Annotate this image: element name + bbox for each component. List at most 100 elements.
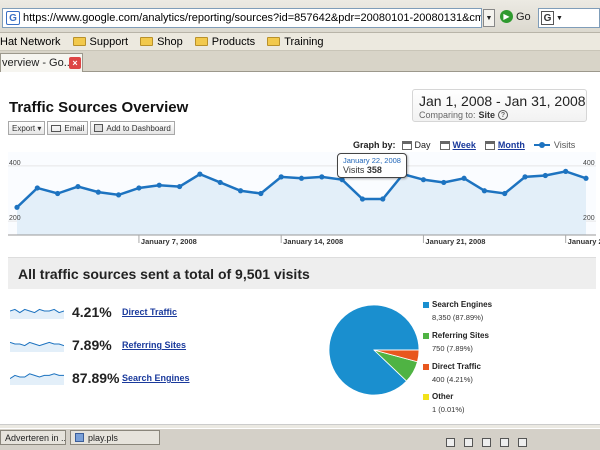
- media-file-icon: [75, 433, 84, 442]
- add-to-dashboard-button[interactable]: Add to Dashboard: [90, 121, 175, 135]
- tab-strip: verview - Go... ×: [0, 51, 600, 72]
- tooltip-date: January 22, 2008: [343, 156, 401, 165]
- sparkline-line: [10, 308, 64, 314]
- data-point: [34, 185, 40, 191]
- legend-value: 400 (4.21%): [432, 375, 473, 384]
- legend-name: Other: [432, 392, 454, 401]
- source-pct: 4.21%: [72, 304, 112, 320]
- horizontal-scrollbar[interactable]: [0, 424, 600, 428]
- sparkline-line: [10, 373, 64, 380]
- search-engine-box[interactable]: G ▼: [538, 8, 600, 28]
- address-dropdown-button[interactable]: ▼: [483, 9, 495, 27]
- legend-value: 1 (0.01%): [432, 405, 465, 414]
- bookmark-label: Support: [89, 35, 129, 48]
- tooltip-number: 358: [366, 165, 382, 175]
- email-label: Email: [64, 123, 85, 133]
- data-point: [197, 171, 203, 177]
- chart-tooltip: January 22, 2008 Visits 358: [337, 153, 407, 178]
- help-icon[interactable]: ?: [498, 110, 509, 120]
- export-button[interactable]: Export ▾: [8, 121, 46, 135]
- source-row-referring: 7.89% Referring Sites: [10, 335, 186, 355]
- dashboard-icon: [94, 124, 104, 132]
- data-point: [237, 188, 244, 194]
- source-link-search[interactable]: Search Engines: [122, 373, 190, 383]
- tray-icon[interactable]: [464, 438, 473, 447]
- data-point: [136, 185, 142, 191]
- source-link-direct[interactable]: Direct Traffic: [122, 307, 178, 317]
- graph-by-week[interactable]: Week: [439, 140, 476, 150]
- bookmark-label: Shop: [157, 35, 183, 48]
- bookmark-shop[interactable]: Shop: [140, 36, 183, 48]
- tray-icon[interactable]: [518, 438, 527, 447]
- bookmark-products[interactable]: Products: [194, 35, 256, 48]
- week-link[interactable]: Week: [452, 140, 476, 150]
- visits-legend[interactable]: Visits: [533, 140, 576, 150]
- google-favicon-icon: G: [6, 11, 20, 25]
- x-tick-label: January 7, 2008: [141, 237, 197, 246]
- tray-icon[interactable]: [500, 438, 509, 447]
- legend-value: 8,350 (87.89%): [432, 313, 484, 322]
- data-point: [420, 177, 427, 183]
- data-point: [481, 188, 487, 194]
- data-point: [116, 192, 122, 198]
- data-point: [359, 196, 366, 202]
- bookmark-support[interactable]: Support: [72, 35, 129, 48]
- page-title: Traffic Sources Overview: [9, 99, 189, 116]
- email-button[interactable]: Email: [47, 121, 89, 135]
- data-point: [502, 190, 508, 197]
- system-tray: [446, 438, 536, 447]
- taskbar-item-adverteren[interactable]: Adverteren in ...: [0, 430, 66, 445]
- tray-icon[interactable]: [482, 438, 491, 447]
- bookmark-training[interactable]: Training: [267, 36, 324, 48]
- date-range-picker[interactable]: Jan 1, 2008 - Jan 31, 2008 Comparing to:…: [412, 89, 587, 122]
- graph-by-label: Graph by:: [353, 140, 396, 150]
- folder-icon: [194, 37, 208, 46]
- data-point: [75, 183, 81, 190]
- graph-by-day[interactable]: Day: [401, 140, 431, 150]
- data-point: [278, 174, 284, 180]
- data-point: [156, 182, 162, 188]
- bookmarks-bar: Hat Network Support Shop Products Traini…: [0, 33, 600, 51]
- y-tick-label: 200: [9, 215, 21, 222]
- data-point: [380, 196, 386, 202]
- google-search-icon: G: [541, 11, 554, 25]
- data-point: [14, 204, 20, 210]
- summary-text: All traffic sources sent a total of 9,50…: [18, 265, 310, 282]
- source-link-referring[interactable]: Referring Sites: [122, 340, 187, 350]
- go-button[interactable]: ▶ Go: [500, 10, 531, 23]
- url-text: https://www.google.com/analytics/reporti…: [23, 12, 482, 24]
- graph-by-month[interactable]: Month: [484, 140, 525, 150]
- y-tick-label-right: 200: [583, 215, 595, 222]
- legend-name: Search Engines: [432, 300, 493, 309]
- sparkline-search: [10, 373, 64, 385]
- address-bar[interactable]: G https://www.google.com/analytics/repor…: [2, 8, 482, 28]
- folder-icon: [140, 37, 154, 46]
- close-icon[interactable]: ×: [69, 57, 81, 69]
- folder-icon: [267, 37, 281, 46]
- legend-name: Direct Traffic: [432, 362, 481, 371]
- summary-bar: All traffic sources sent a total of 9,50…: [8, 257, 596, 289]
- tray-icon[interactable]: [446, 438, 455, 447]
- y-tick-label-right: 400: [583, 160, 595, 167]
- month-link[interactable]: Month: [497, 140, 525, 150]
- calendar-icon: [484, 140, 495, 150]
- data-point: [339, 177, 345, 183]
- comparing-value: Site: [478, 110, 496, 120]
- bookmark-hat-network[interactable]: Hat Network: [0, 36, 61, 48]
- sparkline-area: [10, 309, 64, 319]
- calendar-icon: [439, 140, 450, 150]
- x-tick-label: January 28, 2008: [568, 237, 600, 246]
- tab-analytics[interactable]: verview - Go... ×: [0, 53, 83, 72]
- data-point: [95, 189, 101, 195]
- bookmark-label: Products: [211, 35, 256, 48]
- data-point: [55, 190, 61, 197]
- sparkline-line: [10, 341, 64, 347]
- visits-chart: January 7, 2008 January 14, 2008 January 2…: [0, 150, 600, 250]
- taskbar-item-play[interactable]: play.pls: [70, 430, 160, 445]
- comparing-label: Comparing to:: [419, 110, 476, 120]
- go-arrow-icon: ▶: [500, 10, 513, 23]
- data-point: [461, 175, 467, 181]
- data-point: [583, 175, 589, 181]
- legend-label: Visits: [553, 140, 576, 150]
- x-tick-label: January 14, 2008: [283, 237, 343, 246]
